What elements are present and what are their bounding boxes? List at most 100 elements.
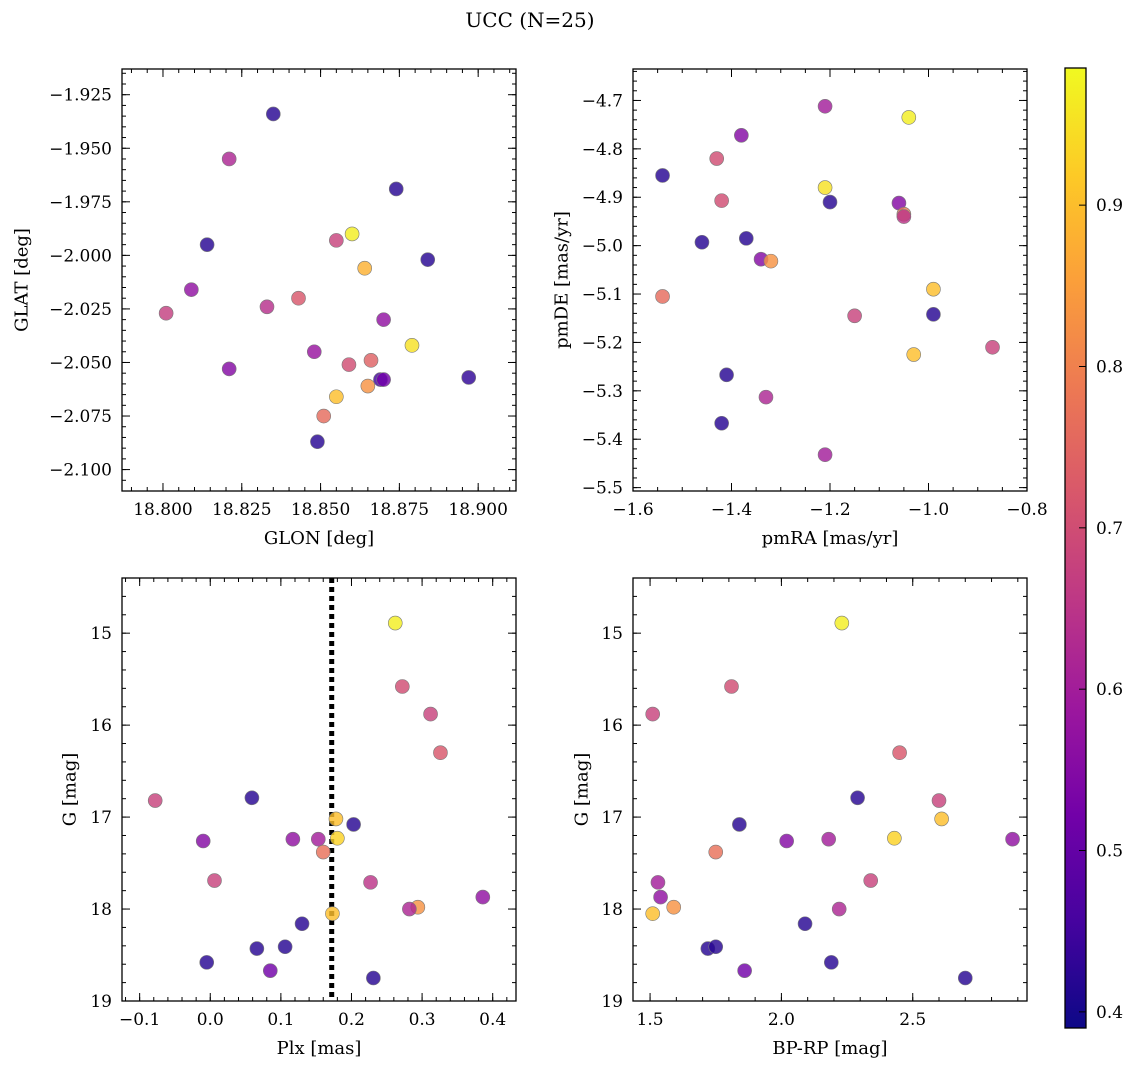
x-tick-label: −0.8 bbox=[1006, 500, 1047, 520]
x-axis-label: BP-RP [mag] bbox=[772, 1038, 887, 1059]
colorbar-tick-label: 0.7 bbox=[1096, 519, 1123, 539]
x-tick-label: 18.850 bbox=[291, 500, 350, 520]
colorbar-tick-label: 0.6 bbox=[1096, 680, 1123, 700]
scatter-point bbox=[957, 970, 973, 986]
scatter-point bbox=[926, 281, 941, 297]
scatter-point bbox=[244, 790, 260, 806]
scatter-point bbox=[330, 830, 345, 846]
x-tick-label: 1.5 bbox=[637, 1010, 664, 1030]
scatter-point bbox=[666, 899, 682, 915]
scatter-point bbox=[404, 338, 420, 353]
y-tick-label: 19 bbox=[601, 992, 623, 1012]
scatter-point bbox=[734, 128, 749, 143]
scatter-point bbox=[357, 260, 373, 276]
colorbar: 0.4 0.5 0.6 0.7 0.8 0.9 bbox=[1064, 67, 1123, 1029]
scatter-point bbox=[926, 307, 941, 322]
colorbar-tick-label: 0.8 bbox=[1096, 357, 1123, 377]
x-tick-label: 2.0 bbox=[768, 1010, 795, 1030]
x-axis-label: GLON [deg] bbox=[264, 528, 374, 549]
y-tick-label: −5.0 bbox=[582, 237, 623, 257]
scatter-point bbox=[650, 875, 666, 890]
y-tick-label: 16 bbox=[601, 716, 623, 736]
y-axis-label: G [mag] bbox=[60, 753, 81, 826]
scatter-point bbox=[423, 706, 438, 722]
panel-pmra-pmde: −1.6 −1.4 −1.2 −1.0 −0.8 −5.5 −5.4 −5.3 −5.2 −5.1… bbox=[552, 68, 1048, 549]
scatter-point bbox=[221, 361, 237, 377]
panels: 18.800 18.825 18.850 18.875 18.900 −2.100 −2.0… bbox=[12, 68, 1048, 1059]
x-tick-label: 18.800 bbox=[133, 500, 192, 520]
scatter-point bbox=[310, 831, 326, 847]
scatter-point bbox=[259, 299, 275, 315]
x-tick-label: −0.1 bbox=[119, 1010, 160, 1030]
scatter-point bbox=[821, 831, 836, 847]
scatter-point bbox=[315, 844, 331, 860]
scatter-point bbox=[291, 290, 306, 306]
x-tick-label: 0.4 bbox=[479, 1010, 506, 1030]
scatter-point bbox=[376, 372, 391, 387]
scatter-point bbox=[277, 939, 293, 955]
scatter-points bbox=[158, 106, 477, 450]
scatter-point bbox=[147, 793, 163, 808]
y-tick-label: −5.2 bbox=[582, 333, 623, 353]
y-axis-label: G [mag] bbox=[572, 753, 593, 826]
scatter-point bbox=[1005, 831, 1020, 847]
scatter-point bbox=[831, 901, 847, 917]
scatter-point bbox=[344, 226, 360, 242]
scatter-point bbox=[265, 106, 281, 122]
scatter-point bbox=[847, 308, 862, 324]
scatter-point bbox=[207, 873, 222, 888]
colorbar-tick-label: 0.5 bbox=[1096, 842, 1123, 862]
y-tick-label: −2.050 bbox=[49, 353, 112, 373]
scatter-point bbox=[708, 939, 724, 955]
scatter-point bbox=[294, 916, 310, 932]
y-tick-label: 18 bbox=[601, 900, 623, 920]
scatter-point bbox=[758, 389, 774, 405]
x-tick-label: −1.2 bbox=[809, 500, 850, 520]
y-tick-label: 18 bbox=[90, 900, 112, 920]
panel-plx-g: −0.1 0.0 0.1 0.2 0.3 0.4 15 16 17 18 19 Plx [mas] G … bbox=[60, 577, 517, 1059]
y-tick-label: −1.950 bbox=[49, 139, 112, 159]
y-tick-label: 17 bbox=[601, 808, 623, 828]
scatter-point bbox=[655, 168, 670, 183]
scatter-point bbox=[328, 811, 344, 827]
scatter-point bbox=[461, 370, 477, 385]
scatter-point bbox=[724, 679, 739, 694]
scatter-point bbox=[262, 963, 278, 978]
scatter-point bbox=[433, 745, 448, 761]
y-tick-label: 15 bbox=[90, 624, 112, 644]
plot-frame bbox=[121, 577, 517, 1002]
y-tick-label: −5.5 bbox=[582, 479, 623, 499]
x-tick-label: 18.900 bbox=[448, 500, 507, 520]
axis-ticks bbox=[122, 69, 516, 492]
x-tick-label: 0.0 bbox=[197, 1010, 224, 1030]
y-tick-label: −5.1 bbox=[582, 285, 623, 305]
scatter-point bbox=[395, 679, 410, 694]
colorbar-tick-label: 0.4 bbox=[1096, 1003, 1123, 1023]
x-axis-label: pmRA [mas/yr] bbox=[762, 528, 899, 549]
figure-title: UCC (N=25) bbox=[465, 8, 594, 32]
y-tick-label: −1.925 bbox=[49, 86, 112, 106]
scatter-point bbox=[863, 873, 879, 888]
scatter-point bbox=[934, 811, 949, 827]
y-tick-label: −4.8 bbox=[582, 140, 623, 160]
axis-ticks bbox=[632, 69, 1028, 491]
scatter-point bbox=[824, 955, 839, 970]
scatter-point bbox=[719, 367, 734, 383]
scatter-point bbox=[346, 817, 361, 832]
scatter-point bbox=[199, 955, 215, 970]
x-tick-label: 18.825 bbox=[212, 500, 271, 520]
scatter-point bbox=[817, 180, 833, 195]
panel-bprp-g: 1.5 2.0 2.5 15 16 17 18 19 BP-RP [mag] G [mag] bbox=[572, 577, 1028, 1059]
scatter-point bbox=[366, 970, 381, 986]
scatter-point bbox=[645, 906, 661, 921]
y-tick-label: −4.9 bbox=[582, 188, 623, 208]
colorbar-gradient bbox=[1065, 68, 1086, 1028]
scatter-point bbox=[931, 793, 947, 808]
y-axis-label: pmDE [mas/yr] bbox=[552, 211, 573, 349]
scatter-point bbox=[158, 305, 174, 321]
scatter-points bbox=[645, 615, 1020, 986]
scatter-point bbox=[985, 339, 1000, 355]
scatter-point bbox=[199, 237, 215, 252]
